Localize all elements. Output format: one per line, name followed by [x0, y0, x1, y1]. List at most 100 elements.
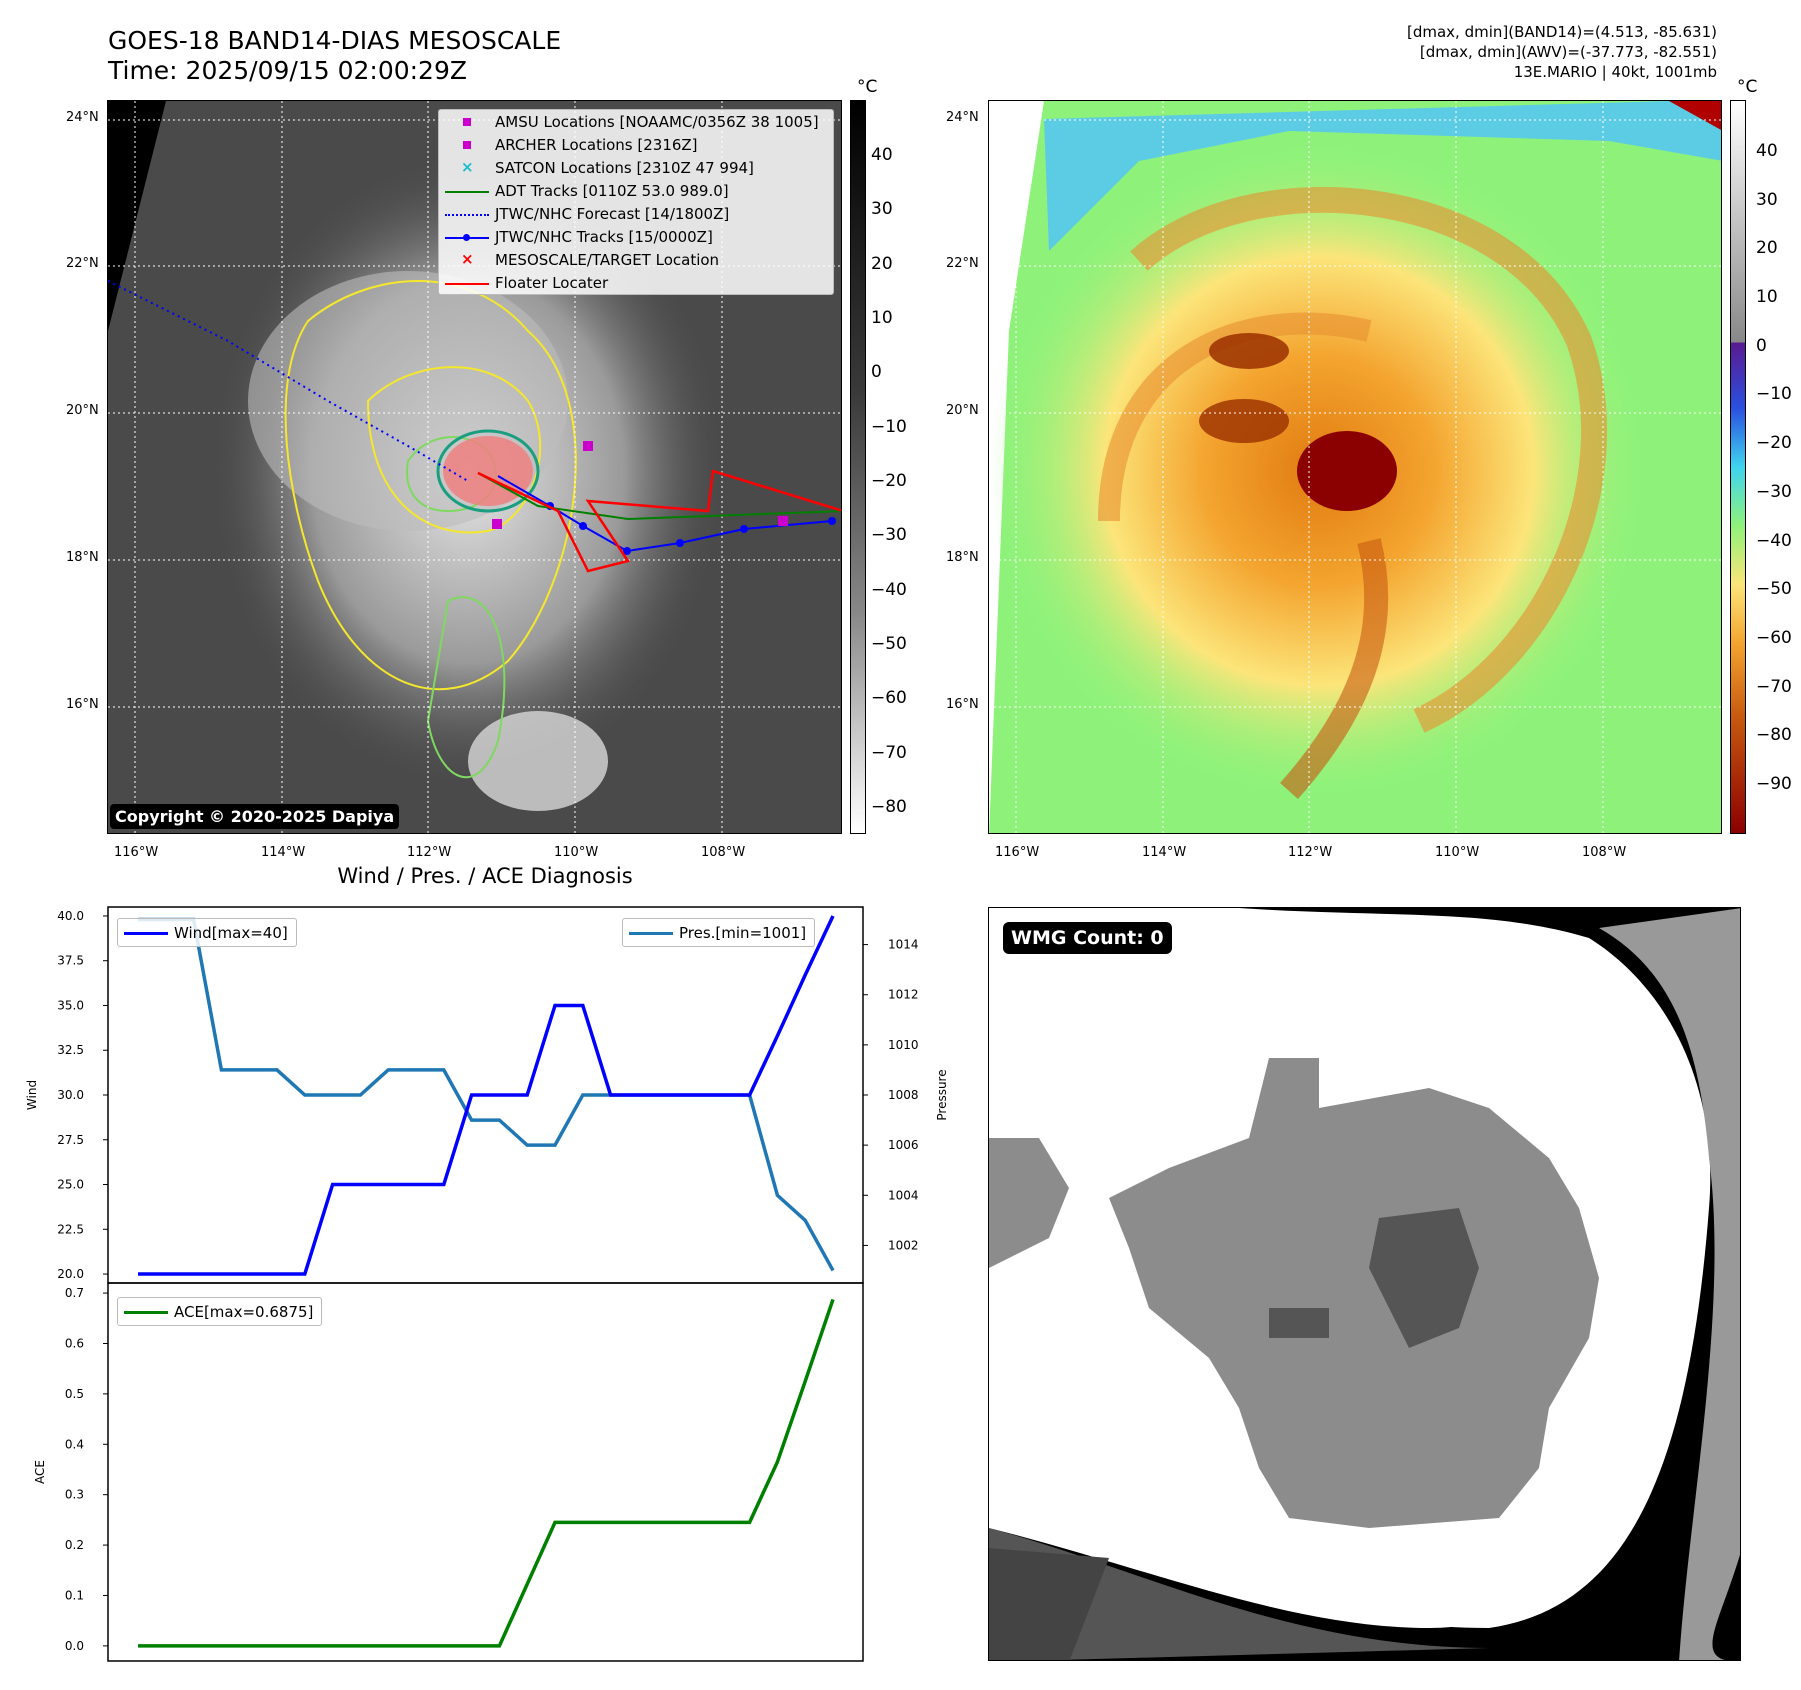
- diag-chart: 20.0 22.5 25.0 27.5 30.0 32.5 35.0 37.5 40.0 1002…: [25, 906, 949, 1662]
- map-legend: AMSU Locations [NOAAMC/0356Z 38 1005] AR…: [438, 109, 834, 295]
- ace-tick-label: 0.1: [65, 1588, 84, 1602]
- colorbar-tick: 10: [871, 308, 893, 328]
- colorbar-tick: −10: [1756, 384, 1792, 405]
- lat-label: 20°N: [946, 403, 979, 418]
- lon-label: 116°W: [114, 845, 159, 860]
- colorbar-tick: −70: [1756, 676, 1792, 697]
- colorbar-tick: −60: [1756, 627, 1792, 648]
- colorbar-tick: −30: [1756, 481, 1792, 502]
- colorbar-tick: −90: [1756, 774, 1792, 794]
- left-colorbar: [850, 100, 866, 834]
- lat-label: 18°N: [946, 550, 979, 565]
- wind-legend: Wind[max=40]: [117, 918, 297, 947]
- wind-tick-label: 37.5: [57, 954, 84, 968]
- lat-label: 24°N: [66, 110, 99, 125]
- stats-line-3: 13E.MARIO | 40kt, 1001mb: [1513, 63, 1717, 81]
- title-line-2: Time: 2025/09/15 02:00:29Z: [108, 56, 467, 85]
- wmg-image: [989, 908, 1740, 1660]
- colorbar-tick: 30: [1756, 189, 1778, 210]
- awv-map-panel: [988, 100, 1722, 834]
- legend-floater: Floater Locater: [439, 271, 833, 294]
- colorbar-tick: 40: [1756, 141, 1778, 161]
- ir-map-image: [108, 101, 841, 833]
- ace-tick-label: 0.3: [65, 1488, 84, 1502]
- lat-label: 22°N: [946, 256, 979, 271]
- adt-track: [477, 472, 841, 521]
- pressure-tick-label: 1012: [888, 988, 919, 1002]
- wind-tick-label: 30.0: [57, 1088, 84, 1102]
- title-line-1: GOES-18 BAND14-DIAS MESOSCALE: [108, 26, 562, 55]
- lon-label: 108°W: [1582, 845, 1627, 860]
- lon-label: 112°W: [1288, 845, 1333, 860]
- colorbar-tick: −20: [871, 471, 907, 491]
- colorbar-tick: 20: [871, 253, 893, 274]
- wind-tick-label: 35.0: [57, 998, 84, 1012]
- legend-amsu: AMSU Locations [NOAAMC/0356Z 38 1005]: [439, 110, 833, 133]
- lat-label: 16°N: [66, 697, 99, 712]
- no-data-wedge: [108, 101, 166, 331]
- wind-series-line: [138, 915, 835, 1276]
- lat-label: 16°N: [946, 697, 979, 712]
- colorbar-tick: −60: [871, 688, 907, 709]
- colorbar-tick: 20: [1756, 238, 1778, 259]
- colorbar-tick: −30: [871, 525, 907, 546]
- ace-tick-label: 0.0: [65, 1639, 84, 1653]
- wind-tick-label: 40.0: [57, 909, 84, 923]
- lon-label: 116°W: [995, 845, 1040, 860]
- lat-label: 18°N: [66, 550, 99, 565]
- colorbar-tick: −70: [871, 742, 907, 763]
- ace-axes: [107, 1282, 864, 1662]
- colorbar-tick: 10: [1756, 287, 1778, 308]
- left-colorbar-unit: °C: [857, 77, 878, 97]
- colorbar-tick: −40: [871, 579, 907, 600]
- floater-track: [477, 469, 841, 573]
- colorbar-tick: −10: [871, 416, 907, 437]
- wind-legend-label: Wind[max=40]: [174, 923, 288, 942]
- ace-tick-label: 0.2: [65, 1538, 84, 1552]
- colorbar-tick: −80: [1756, 725, 1792, 746]
- ace-tick-label: 0.4: [65, 1437, 84, 1451]
- lon-label: 110°W: [554, 845, 599, 860]
- copyright-badge: Copyright © 2020-2025 Dapiya: [110, 804, 400, 829]
- legend-jtwc-tracks: JTWC/NHC Tracks [15/0000Z]: [439, 225, 833, 248]
- wind-tick-label: 20.0: [57, 1267, 84, 1281]
- wind-tick-label: 25.0: [57, 1178, 84, 1192]
- pressure-legend: Pres.[min=1001]: [622, 918, 816, 947]
- pressure-tick-label: 1008: [888, 1088, 919, 1102]
- right-colorbar-unit: °C: [1737, 77, 1758, 97]
- wmg-panel: WMG Count: 0: [988, 907, 1741, 1661]
- ir-map-panel: AMSU Locations [NOAAMC/0356Z 38 1005] AR…: [107, 100, 842, 834]
- colorbar-tick: −80: [871, 797, 907, 817]
- pressure-tick-label: 1010: [888, 1038, 919, 1052]
- legend-mesoscale: × MESOSCALE/TARGET Location: [461, 249, 720, 269]
- ace-axis-label: ACE: [33, 1460, 47, 1484]
- wind-tick-label: 27.5: [57, 1133, 84, 1147]
- colorbar-tick: 40: [871, 145, 893, 165]
- lat-label: 22°N: [66, 256, 99, 271]
- wind-tick-label: 22.5: [57, 1222, 84, 1236]
- colorbar-tick: −20: [1756, 433, 1792, 454]
- legend-archer: ARCHER Locations [2316Z]: [439, 133, 833, 156]
- diag-title: Wind / Pres. / ACE Diagnosis: [337, 864, 633, 888]
- lon-label: 114°W: [1142, 845, 1187, 860]
- colorbar-tick: 30: [871, 199, 893, 220]
- wmg-count-badge: WMG Count: 0: [1003, 922, 1172, 954]
- colorbar-tick: −50: [1756, 579, 1792, 600]
- pressure-tick-label: 1004: [888, 1188, 919, 1202]
- pressure-legend-label: Pres.[min=1001]: [679, 923, 807, 942]
- stats-header: [dmax, dmin](BAND14)=(4.513, -85.631) [d…: [1407, 22, 1717, 82]
- lon-label: 112°W: [407, 845, 452, 860]
- ace-series-line: [138, 1298, 835, 1648]
- ace-tick-label: 0.7: [65, 1286, 84, 1300]
- ace-legend: ACE[max=0.6875]: [117, 1297, 323, 1326]
- awv-map-image: [989, 101, 1721, 833]
- pressure-tick-label: 1006: [888, 1138, 919, 1152]
- colorbar-tick: 0: [1756, 335, 1767, 356]
- pressure-tick-label: 1002: [888, 1238, 919, 1252]
- wind-axis-label: Wind: [25, 1080, 39, 1110]
- eye-core: [1297, 431, 1397, 511]
- ace-legend-label: ACE[max=0.6875]: [174, 1302, 314, 1321]
- lon-label: 110°W: [1435, 845, 1480, 860]
- wmg-core: [1109, 1058, 1599, 1528]
- wmg-center: [1369, 1208, 1479, 1348]
